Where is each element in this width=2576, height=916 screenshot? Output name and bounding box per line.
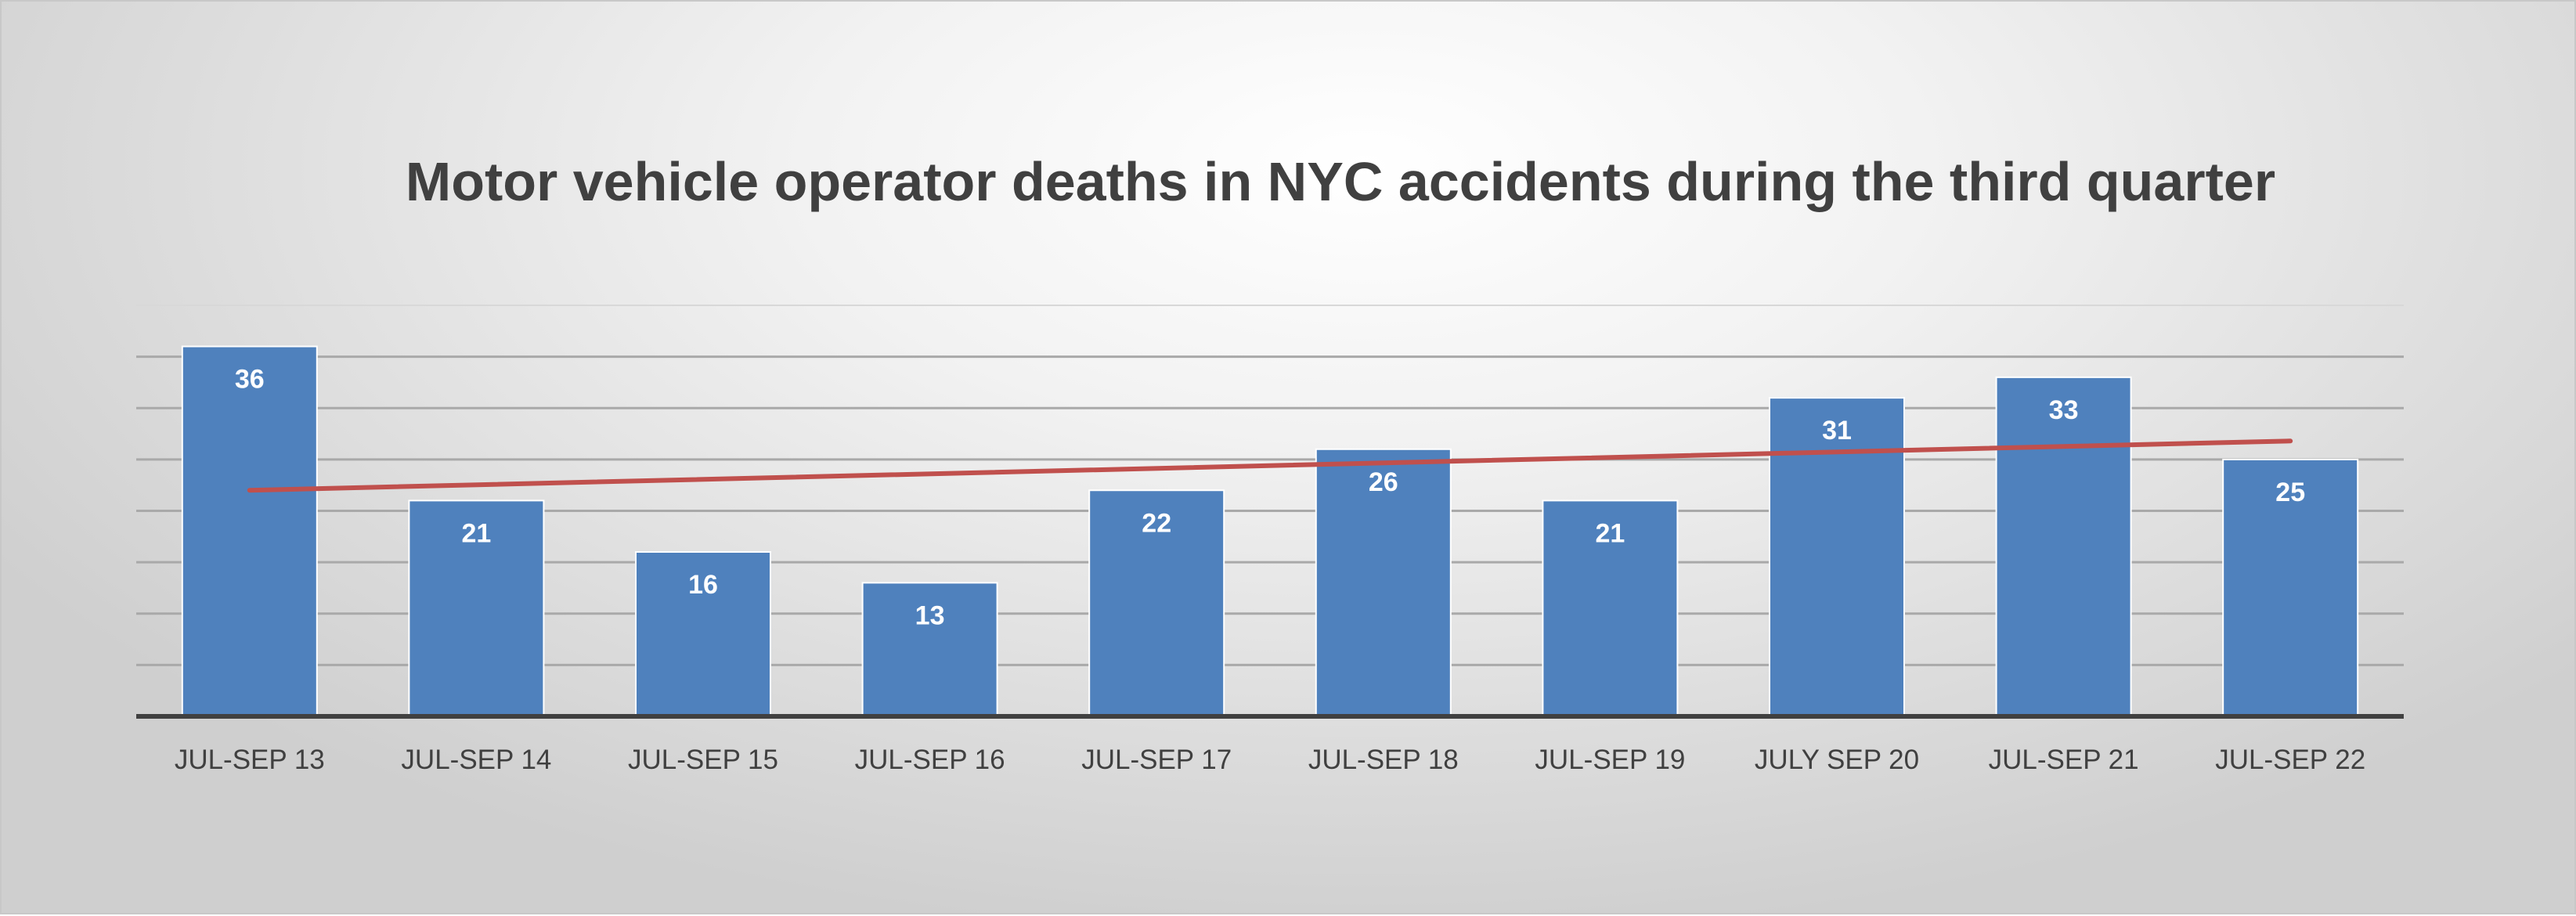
data-label: 36 <box>235 365 265 395</box>
bar <box>1088 489 1225 717</box>
x-tick-label: JUL-SEP 13 <box>175 745 325 775</box>
x-axis: JUL-SEP 13 JUL-SEP 14 JUL-SEP 15 JUL-SEP 16… <box>136 714 2404 775</box>
data-label: 21 <box>461 518 491 548</box>
data-label: 26 <box>1369 467 1398 497</box>
data-label: 25 <box>2275 478 2305 507</box>
bars <box>181 345 2359 717</box>
bar <box>2222 458 2359 717</box>
bar <box>861 582 998 717</box>
bar <box>1769 397 1905 717</box>
x-tick-label: JUL-SEP 18 <box>1308 745 1459 775</box>
x-tick-label: JUL-SEP 22 <box>2215 745 2365 775</box>
bar <box>181 345 318 717</box>
x-tick-label: JUL-SEP 15 <box>628 745 778 775</box>
x-tick-label: JULY SEP 20 <box>1755 745 1919 775</box>
data-label: 22 <box>1142 508 1171 538</box>
trendline-line <box>247 438 2293 493</box>
data-label: 33 <box>2049 395 2079 425</box>
bar <box>408 499 545 717</box>
x-tick-label: JUL-SEP 16 <box>855 745 1005 775</box>
bar <box>635 551 771 717</box>
bar <box>1995 376 2132 717</box>
data-labels: 36 21 16 13 22 26 21 31 33 25 <box>235 365 2305 631</box>
bar <box>1542 499 1679 717</box>
data-label: 21 <box>1595 518 1625 548</box>
x-tick-label: JUL-SEP 19 <box>1535 745 1685 775</box>
trendline <box>247 438 2293 493</box>
bar <box>1315 448 1452 717</box>
data-label: 31 <box>1822 416 1852 445</box>
data-label: 13 <box>915 600 945 630</box>
x-tick-label: JUL-SEP 14 <box>401 745 551 775</box>
chart-title: Motor vehicle operator deaths in NYC acc… <box>406 151 2275 212</box>
x-tick-label: JUL-SEP 17 <box>1081 745 1232 775</box>
x-tick-label: JUL-SEP 21 <box>1989 745 2139 775</box>
data-label: 16 <box>688 570 718 600</box>
